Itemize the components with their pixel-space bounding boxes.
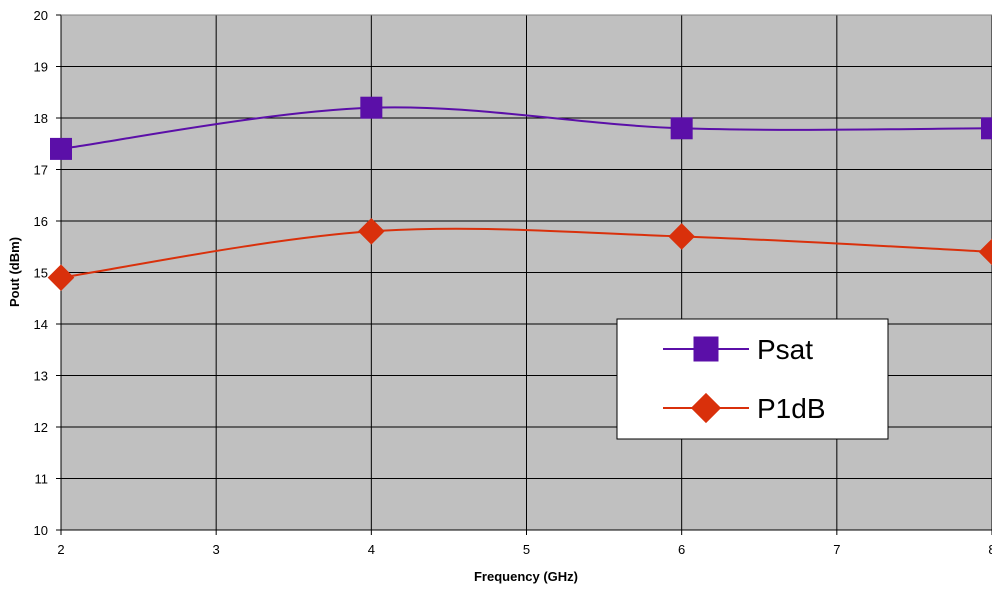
series-psat xyxy=(50,96,992,160)
y-tick-label: 12 xyxy=(34,420,48,435)
y-tick-label: 13 xyxy=(34,369,48,384)
tick-labels: 10 11 12 13 14 15 16 17 18 19 20 2 3 4 5 6 7 8 xyxy=(34,8,992,557)
y-tick-label: 11 xyxy=(35,472,49,487)
y-tick-label: 20 xyxy=(34,8,48,23)
series-line-psat xyxy=(60,106,992,150)
data-point-p1db xyxy=(978,238,992,266)
data-point-p1db xyxy=(47,264,75,291)
data-point-psat xyxy=(981,117,992,140)
y-tick-label: 19 xyxy=(34,60,48,75)
legend-marker-p1db xyxy=(690,392,722,424)
legend: Psat P1dB xyxy=(616,318,889,440)
x-tick-label: 5 xyxy=(523,542,530,557)
y-tick-label: 18 xyxy=(34,111,48,126)
x-tick-label: 8 xyxy=(988,542,992,557)
series-p1db xyxy=(47,217,992,291)
y-tick-label: 16 xyxy=(34,214,48,229)
legend-label-psat: Psat xyxy=(757,334,813,365)
x-tick-label: 4 xyxy=(368,542,375,557)
legend-label-p1db: P1dB xyxy=(757,393,826,424)
x-tick-label: 3 xyxy=(213,542,220,557)
x-tick-label: 2 xyxy=(57,542,64,557)
series-group xyxy=(47,96,992,291)
data-point-psat xyxy=(360,96,383,119)
data-point-p1db xyxy=(358,217,385,245)
y-tick-label: 14 xyxy=(34,317,48,332)
legend-marker-psat xyxy=(693,336,719,362)
y-tick-label: 10 xyxy=(34,523,48,538)
x-tick-label: 6 xyxy=(678,542,685,557)
x-axis-title: Frequency (GHz) xyxy=(474,569,578,584)
y-tick-label: 17 xyxy=(34,163,48,178)
data-point-psat xyxy=(670,117,693,140)
x-tick-label: 7 xyxy=(833,542,840,557)
series-line-p1db xyxy=(60,227,992,279)
data-point-psat xyxy=(50,137,72,160)
y-axis-title: Pout (dBm) xyxy=(7,237,22,307)
data-point-p1db xyxy=(668,223,695,250)
legend-box xyxy=(616,318,889,440)
y-tick-label: 15 xyxy=(34,266,48,281)
